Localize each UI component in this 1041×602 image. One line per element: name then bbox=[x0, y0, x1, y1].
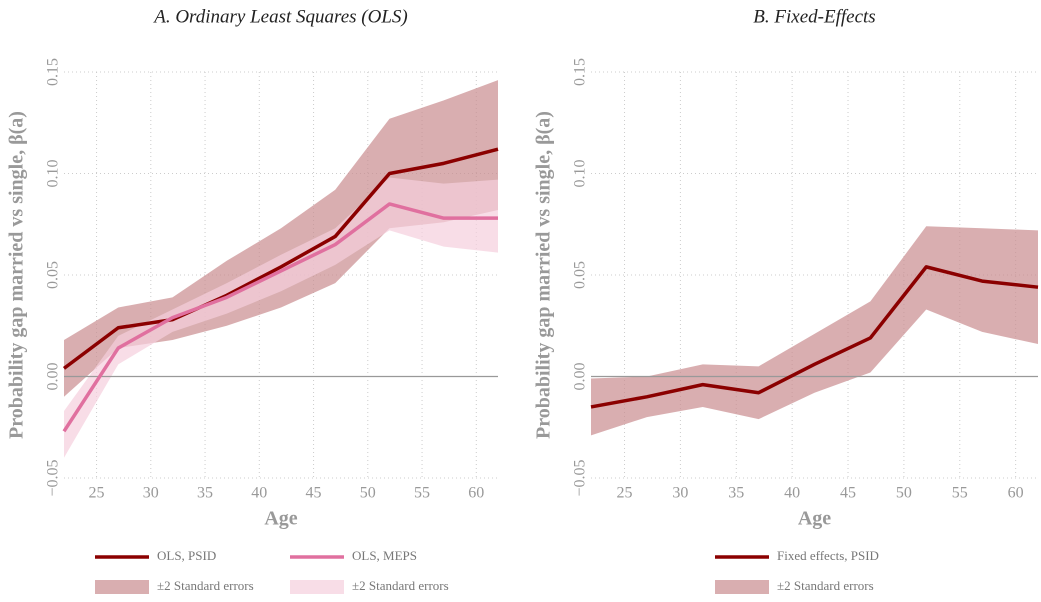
x-tick-label: 40 bbox=[784, 485, 800, 502]
legend-text: ±2 Standard errors bbox=[157, 578, 254, 593]
legend-text: Fixed effects, PSID bbox=[777, 548, 879, 563]
x-tick-label: 45 bbox=[840, 485, 856, 502]
x-tick-label: 55 bbox=[952, 485, 968, 502]
x-tick-label: 25 bbox=[617, 485, 633, 502]
y-tick-label: 0.05 bbox=[45, 261, 62, 289]
x-tick-label: 40 bbox=[251, 485, 267, 502]
x-tick-label: 60 bbox=[1008, 485, 1024, 502]
x-tick-label: 30 bbox=[143, 485, 159, 502]
y-axis-label: Probability gap married vs single, β(a) bbox=[533, 111, 555, 439]
legend-text: ±2 Standard errors bbox=[352, 578, 449, 593]
x-tick-label: 55 bbox=[414, 485, 430, 502]
panel-title: A. Ordinary Least Squares (OLS) bbox=[152, 6, 408, 27]
y-tick-label: 0.10 bbox=[572, 160, 589, 188]
x-tick-label: 35 bbox=[197, 485, 213, 502]
x-tick-label: 25 bbox=[89, 485, 105, 502]
x-tick-label: 50 bbox=[360, 485, 376, 502]
y-tick-label: −0.05 bbox=[45, 459, 62, 496]
y-tick-label: 0.00 bbox=[45, 363, 62, 391]
panel: B. Fixed-Effects 25 30 35 40 45 50 55 60 −0.05 0.0… bbox=[533, 6, 1039, 594]
series-line bbox=[590, 265, 1039, 409]
y-axis-label: Probability gap married vs single, β(a) bbox=[6, 111, 28, 439]
x-tick-label: 35 bbox=[728, 485, 744, 502]
error-band bbox=[591, 226, 1038, 436]
legend-band bbox=[290, 580, 344, 594]
x-tick-label: 45 bbox=[306, 485, 322, 502]
panel: A. Ordinary Least Squares (OLS) 25 30 35 40 4… bbox=[6, 6, 499, 594]
panel-title: B. Fixed-Effects bbox=[753, 6, 875, 27]
legend-text: ±2 Standard errors bbox=[777, 578, 874, 593]
series-line bbox=[62, 147, 499, 370]
y-tick-label: 0.00 bbox=[572, 363, 589, 391]
y-tick-label: 0.15 bbox=[45, 58, 62, 86]
x-axis-label: Age bbox=[264, 508, 297, 530]
x-tick-label: 30 bbox=[672, 485, 688, 502]
x-axis-label: Age bbox=[798, 508, 831, 530]
x-tick-label: 50 bbox=[896, 485, 912, 502]
legend-text: OLS, PSID bbox=[157, 548, 216, 563]
y-tick-label: 0.10 bbox=[45, 160, 62, 188]
legend-band bbox=[715, 580, 769, 594]
legend-text: OLS, MEPS bbox=[352, 548, 417, 563]
x-tick-label: 60 bbox=[468, 485, 484, 502]
y-tick-label: 0.15 bbox=[572, 58, 589, 86]
error-band bbox=[64, 177, 498, 458]
y-tick-label: −0.05 bbox=[572, 459, 589, 496]
series-line bbox=[62, 202, 498, 433]
y-tick-label: 0.05 bbox=[572, 261, 589, 289]
legend-band bbox=[95, 580, 149, 594]
